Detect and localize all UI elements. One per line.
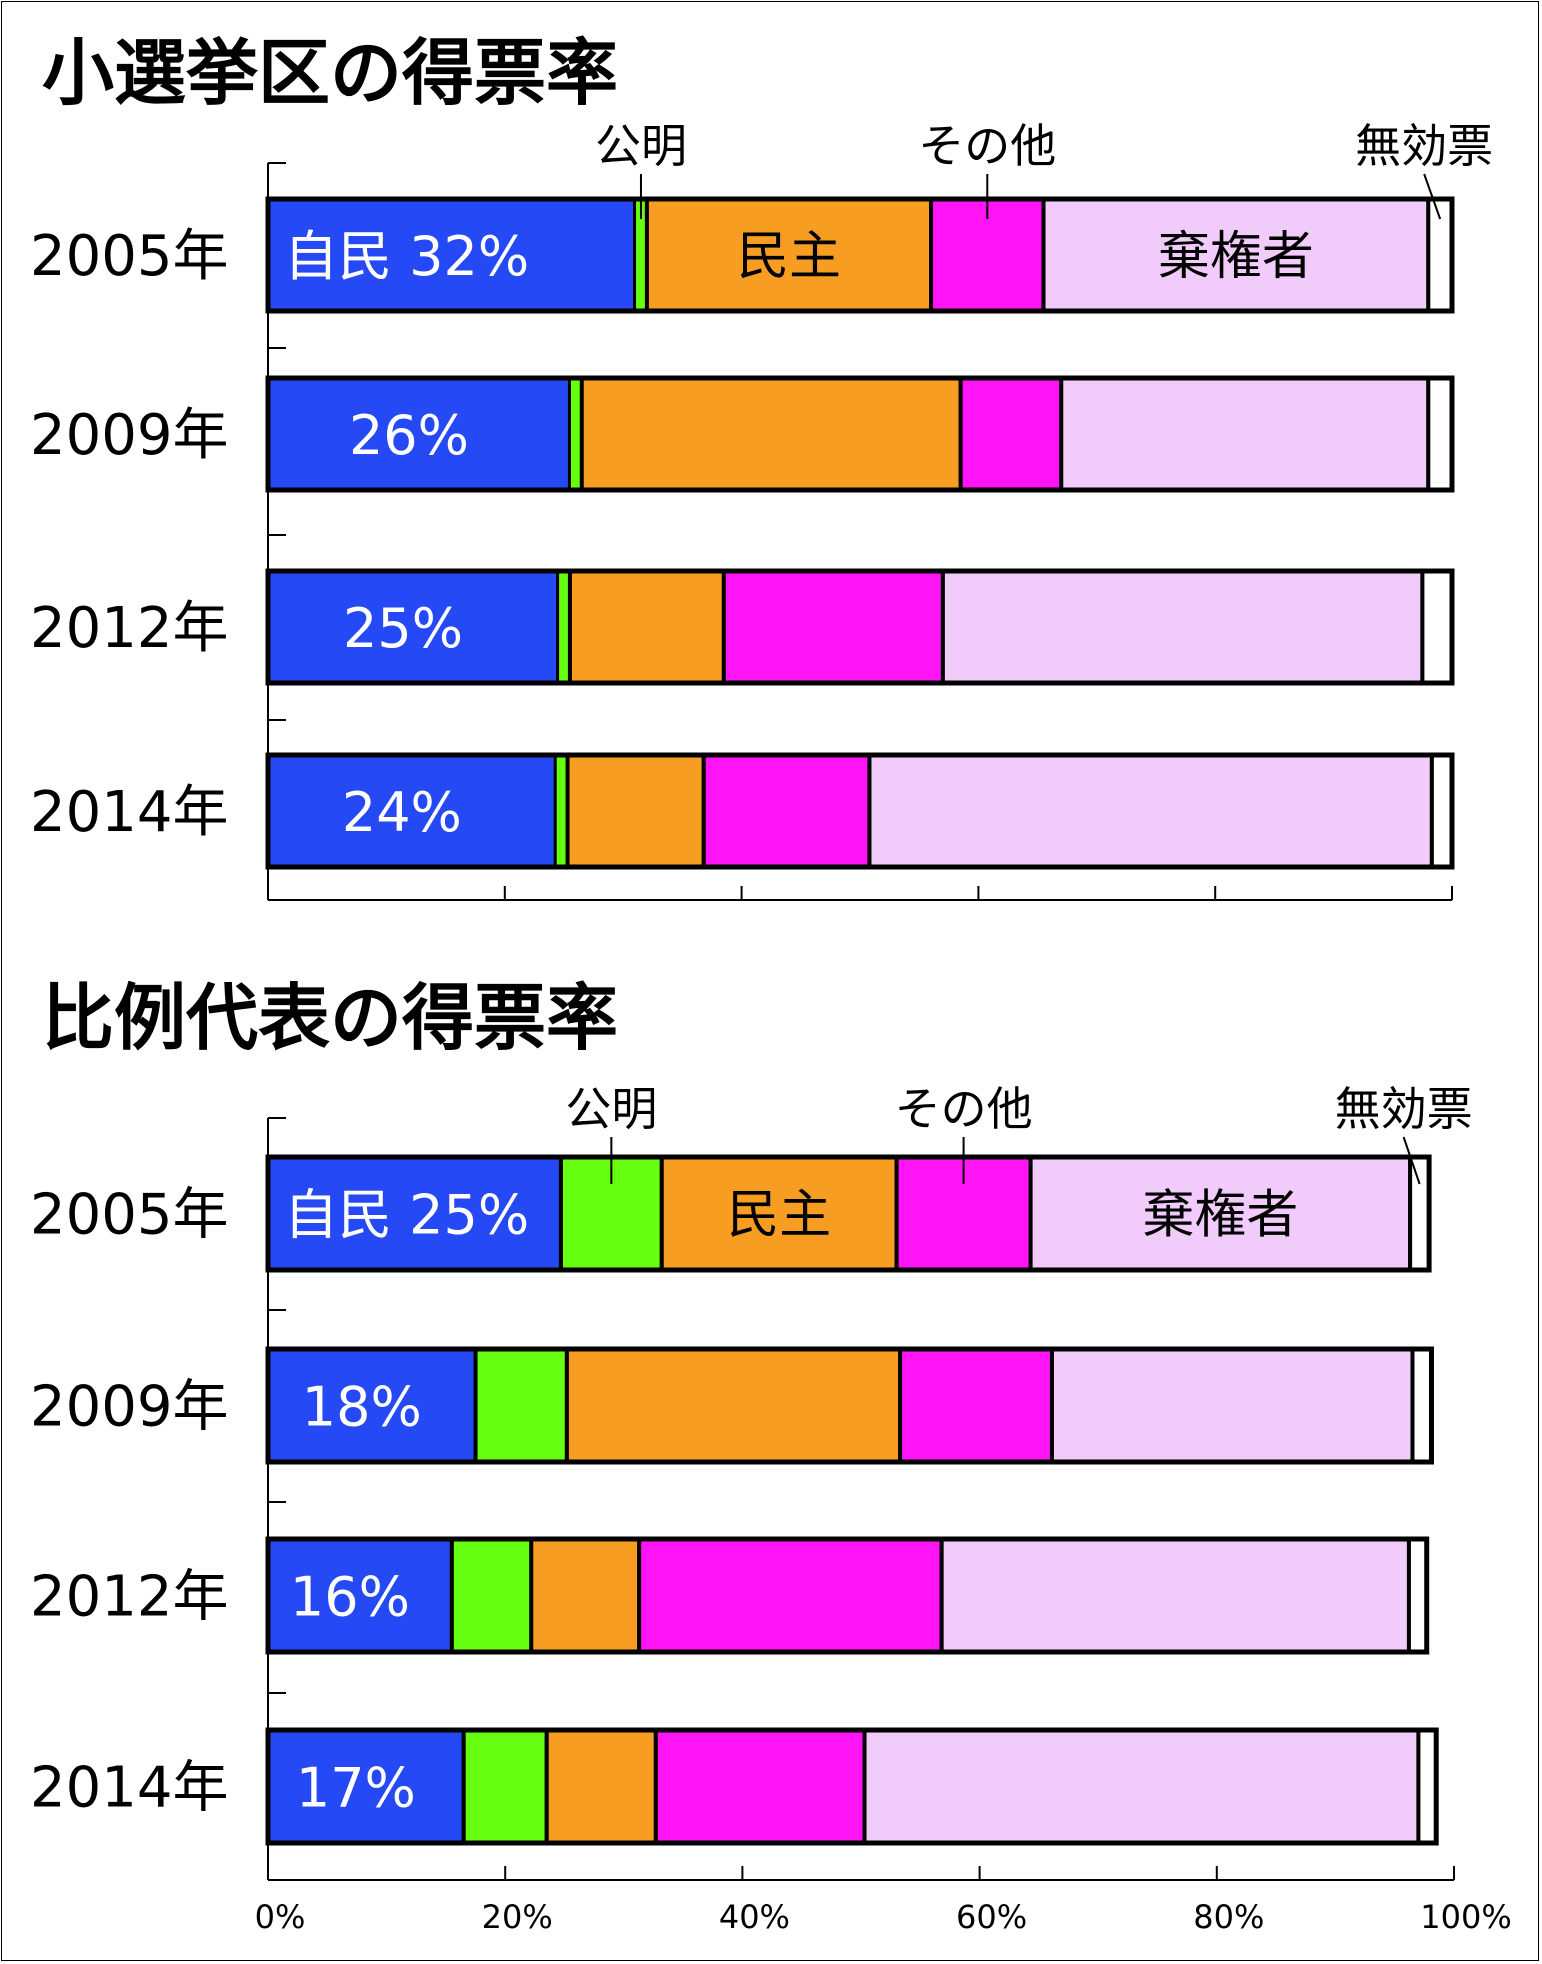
category-label: 2012年 [30, 1565, 229, 1630]
bar-segment-民主 [529, 1537, 642, 1654]
data-label-jimin: 24% [342, 781, 462, 844]
bar-outline [265, 1536, 1430, 1655]
bar-segment-公明 [449, 1537, 534, 1654]
bar-outline [265, 568, 1455, 686]
bar-segment-公明 [461, 1728, 549, 1845]
data-label-jimin: 16% [290, 1566, 410, 1629]
data-label-jimin: 26% [349, 404, 469, 467]
bar-segment-民主 [579, 376, 963, 492]
data-label-jimin: 25% [343, 597, 463, 660]
bar-segment-棄権者 [1059, 376, 1431, 492]
bar-segment-民主 [567, 569, 726, 685]
bar-segment-棄権者 [862, 1728, 1421, 1845]
bar-segment-その他 [958, 376, 1064, 492]
chart-title: 小選挙区の得票率 [42, 31, 618, 115]
callout-label: 公明 [565, 1082, 657, 1136]
callout-label: 無効票 [1355, 119, 1493, 173]
segment-label-kikensha: 棄権者 [1142, 1186, 1298, 1246]
category-label: 2014年 [30, 780, 229, 845]
segment-label-minshu: 民主 [727, 1186, 831, 1246]
chart-title: 比例代表の得票率 [42, 976, 618, 1060]
bar-outline [265, 1154, 1432, 1273]
bar-segment-民主 [564, 1347, 903, 1464]
bar-segment-無効票 [1426, 376, 1454, 492]
x-tick-label: 0% [255, 1898, 306, 1936]
bar-segment-棄権者 [1041, 197, 1431, 313]
bar-segment-無効票 [1406, 1537, 1429, 1654]
category-label: 2014年 [30, 1756, 229, 1821]
x-tick-label: 60% [956, 1898, 1027, 1936]
bar-segment-民主 [565, 753, 706, 869]
data-label-jimin: 17% [296, 1757, 416, 1820]
bar-segment-公明 [473, 1347, 569, 1464]
callout-label: 無効票 [1335, 1082, 1473, 1136]
bar-segment-棄権者 [1049, 1347, 1415, 1464]
callout-label: 公明 [595, 119, 687, 173]
bar-segment-その他 [721, 569, 945, 685]
bar-segment-無効票 [1429, 753, 1454, 869]
bar-outline [265, 752, 1455, 870]
segment-label-minshu: 民主 [737, 227, 841, 287]
x-tick-label: 40% [719, 1898, 790, 1936]
bar-segment-棄権者 [940, 569, 1425, 685]
x-tick-label: 100% [1420, 1898, 1511, 1936]
bar-outline [265, 375, 1455, 493]
bar-segment-その他 [653, 1728, 867, 1845]
category-label: 2005年 [30, 224, 229, 289]
callout-label: その他 [895, 1082, 1033, 1136]
x-tick-label: 80% [1193, 1898, 1264, 1936]
data-label-jimin: 自民 25% [284, 1184, 529, 1247]
callout-leader [1402, 1136, 1421, 1185]
data-label-jimin: 18% [302, 1376, 422, 1439]
category-label: 2009年 [30, 403, 229, 468]
bar-segment-無効票 [1426, 197, 1454, 313]
bar-segment-その他 [637, 1537, 944, 1654]
bar-segment-自民 [266, 1537, 454, 1654]
bar-segment-無効票 [1408, 1155, 1432, 1272]
bar-segment-その他 [898, 1347, 1054, 1464]
bar-segment-その他 [701, 753, 872, 869]
bar-segment-民主 [544, 1728, 658, 1845]
bar-segment-無効票 [1416, 1728, 1439, 1845]
category-label: 2005年 [30, 1183, 229, 1248]
bar-segment-棄権者 [939, 1537, 1411, 1654]
segment-label-kikensha: 棄権者 [1158, 227, 1314, 287]
bar-segment-無効票 [1410, 1347, 1434, 1464]
bar-outline [265, 1346, 1434, 1465]
bar-segment-無効票 [1420, 569, 1455, 685]
callout-leader [1423, 173, 1442, 220]
x-tick-label: 20% [482, 1898, 553, 1936]
bar-segment-棄権者 [867, 753, 1434, 869]
bar-segment-自民 [266, 753, 558, 869]
category-label: 2012年 [30, 596, 229, 661]
callout-label: その他 [918, 119, 1056, 173]
data-label-jimin: 自民 32% [284, 225, 529, 288]
category-label: 2009年 [30, 1375, 229, 1440]
bar-outline [265, 1727, 1439, 1846]
bar-outline [265, 196, 1455, 314]
